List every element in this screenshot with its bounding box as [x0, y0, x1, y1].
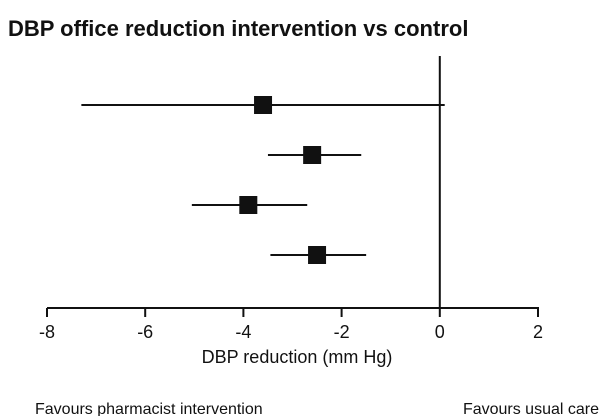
chart-title: DBP office reduction intervention vs con… — [8, 16, 468, 41]
x-axis-ticks: -8 -6 -4 -2 0 2 — [39, 308, 543, 342]
forest-row — [267, 146, 362, 164]
favours-usual-care-label: Favours usual care — [463, 401, 599, 416]
x-tick-label: -4 — [235, 322, 251, 342]
forest-row — [191, 196, 308, 214]
point-estimate-marker — [254, 96, 273, 114]
x-tick-label: 2 — [533, 322, 543, 342]
point-estimate-marker — [303, 146, 322, 164]
forest-row — [81, 96, 445, 114]
point-estimate-marker — [239, 196, 258, 214]
x-tick-label: 0 — [435, 322, 445, 342]
x-tick-label: -8 — [39, 322, 55, 342]
forest-row — [270, 246, 367, 264]
x-tick-label: -2 — [334, 322, 350, 342]
x-tick-label: -6 — [137, 322, 153, 342]
x-axis-label: DBP reduction (mm Hg) — [202, 347, 393, 367]
forest-rows — [81, 96, 445, 264]
point-estimate-marker — [308, 246, 327, 264]
favours-intervention-label: Favours pharmacist intervention — [35, 401, 263, 416]
